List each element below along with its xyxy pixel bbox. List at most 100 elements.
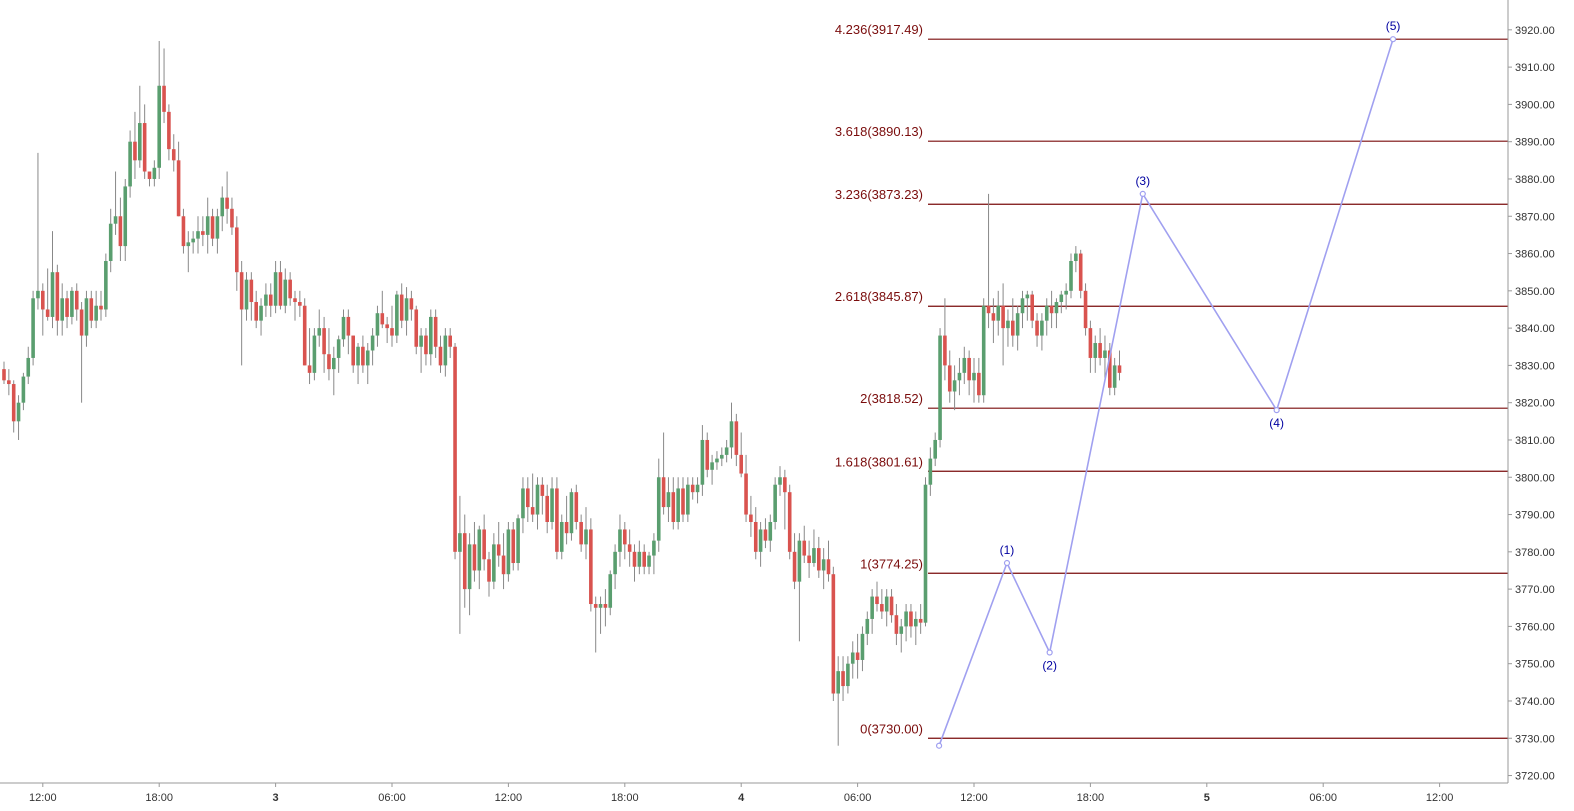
candle-body — [1006, 320, 1010, 329]
fib-label: 2.618(3845.87) — [835, 289, 923, 304]
fib-label: 1(3774.25) — [860, 556, 923, 571]
candle-body — [681, 488, 685, 515]
candle-body — [259, 305, 263, 321]
candle-body — [332, 357, 336, 370]
candle-body — [550, 488, 554, 522]
candle-body — [870, 596, 874, 619]
candle-body — [424, 335, 428, 355]
candle-body — [50, 272, 55, 317]
candle-body — [438, 346, 443, 366]
candle-body — [123, 186, 128, 247]
candle-body — [11, 384, 16, 422]
candle-body — [909, 611, 913, 627]
wave-label: (3) — [1135, 174, 1150, 188]
candle-body — [511, 529, 516, 564]
candle-body — [763, 529, 768, 541]
candle-body — [826, 559, 831, 575]
candle-body — [152, 167, 157, 179]
candle-body — [569, 492, 574, 534]
elliott-wave-line — [938, 38, 1394, 746]
x-tick-label: 12:00 — [495, 792, 523, 804]
candle-bodies — [2, 85, 1122, 694]
candle-body — [458, 533, 462, 552]
y-tick-label: 3740.00 — [1515, 696, 1555, 708]
x-tick-label: 12:00 — [960, 792, 988, 804]
candle-body — [1093, 343, 1098, 358]
candle-body — [201, 231, 205, 235]
candle-body — [846, 663, 850, 687]
y-tick-label: 3810.00 — [1515, 435, 1555, 447]
candle-body — [322, 328, 326, 355]
candle-body — [957, 372, 962, 381]
candle-body — [535, 484, 540, 515]
candle-body — [943, 335, 947, 366]
candle-body — [947, 365, 952, 392]
candle-body — [880, 604, 884, 612]
candle-body — [899, 626, 904, 634]
candle-body — [162, 85, 166, 112]
fibonacci-levels: 0(3730.00) 1(3774.25) 1.618(3801.61) 2(3818… — [835, 22, 1508, 739]
candle-body — [618, 529, 622, 552]
candle-body — [855, 652, 860, 660]
y-tick-label: 3780.00 — [1515, 547, 1555, 559]
candle-body — [496, 544, 501, 556]
y-tick-label: 3850.00 — [1515, 286, 1555, 298]
x-tick-label: 3 — [273, 792, 279, 804]
candle-body — [850, 652, 855, 664]
candle-body — [487, 559, 491, 582]
candle-body — [341, 316, 346, 340]
candle-body — [346, 316, 351, 336]
candle-body — [521, 488, 525, 519]
candle-body — [409, 298, 414, 310]
candle-body — [419, 335, 423, 347]
candle-body — [312, 335, 317, 373]
candle-body — [778, 477, 782, 485]
candle-body — [1001, 305, 1005, 329]
candle-body — [404, 298, 409, 321]
y-tick-label: 3870.00 — [1515, 211, 1555, 223]
candle-body — [1015, 313, 1020, 336]
candle-body — [31, 298, 35, 358]
candle-body — [356, 346, 360, 366]
candle-body — [191, 238, 195, 243]
candle-body — [118, 216, 123, 247]
wave-point — [1389, 36, 1397, 43]
wave-point — [1139, 190, 1146, 197]
candle-body — [365, 350, 370, 366]
y-tick-label: 3890.00 — [1515, 137, 1555, 149]
candle-body — [2, 369, 6, 381]
candle-body — [147, 171, 152, 179]
wave-point — [1003, 559, 1011, 567]
wave-label: (5) — [1386, 19, 1401, 33]
candle-body — [613, 551, 617, 575]
candle-body — [462, 533, 467, 590]
candle-body — [506, 529, 511, 575]
candle-body — [94, 305, 98, 321]
y-tick-label: 3820.00 — [1515, 398, 1555, 410]
candle-body — [298, 302, 302, 306]
candle-body — [492, 544, 496, 582]
y-tick-label: 3760.00 — [1515, 621, 1555, 633]
candle-body — [705, 439, 710, 470]
candle-body — [453, 346, 457, 552]
candle-body — [472, 544, 477, 571]
candle-body — [972, 372, 976, 381]
candle-body — [433, 316, 438, 347]
candle-body — [656, 477, 661, 541]
candle-body — [812, 548, 816, 564]
candle-body — [1103, 350, 1107, 358]
y-tick-label: 3730.00 — [1515, 733, 1555, 745]
candle-body — [385, 324, 389, 329]
candle-body — [501, 555, 506, 575]
y-tick-label: 3880.00 — [1515, 174, 1555, 186]
candle-body — [676, 488, 680, 522]
fib-label: 3.236(3873.23) — [835, 187, 923, 202]
candle-body — [758, 529, 763, 552]
x-tick-label: 5 — [1204, 792, 1210, 804]
candle-body — [841, 671, 845, 687]
x-tick-label: 06:00 — [378, 792, 406, 804]
candle-body — [171, 149, 176, 161]
candle-body — [637, 551, 642, 567]
candle-body — [79, 309, 84, 336]
candle-body — [482, 529, 486, 560]
